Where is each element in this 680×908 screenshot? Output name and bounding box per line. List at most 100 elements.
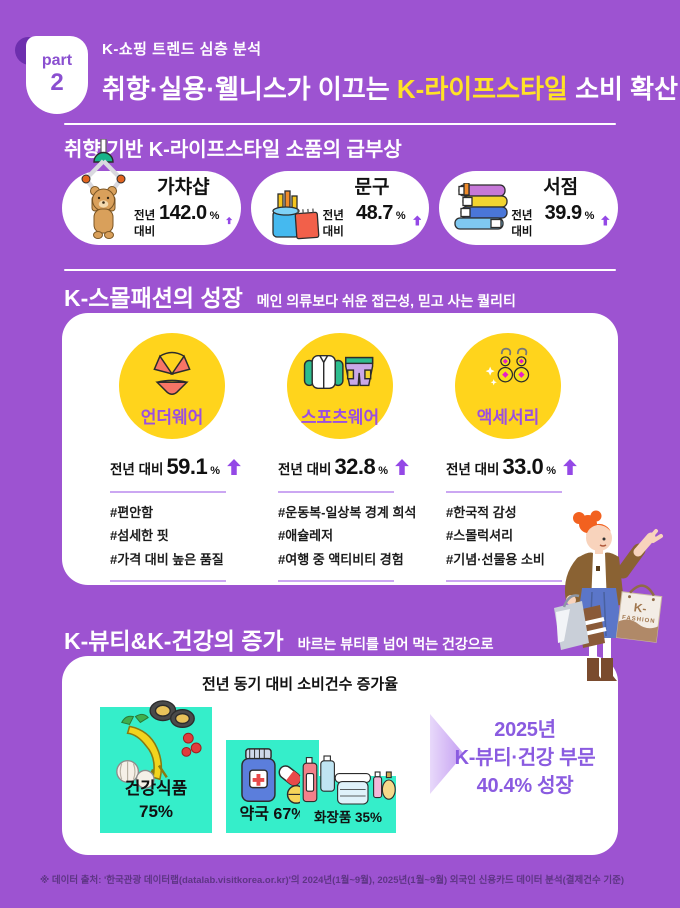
divider (446, 491, 562, 493)
growth-arrow-icon (430, 714, 464, 794)
bag-text-k: K- (633, 600, 647, 615)
bar-pharmacy: 약국 67% (226, 740, 319, 833)
growth-callout: 2025년 K-뷰티·건강 부문 40.4% 성장 (440, 716, 610, 800)
divider (278, 491, 394, 493)
item-label: 문구 (354, 177, 390, 199)
stat-value: 142.0 (159, 201, 207, 224)
stat-line: 전년 대비 48.7 % (323, 202, 422, 239)
yoy-prefix: 전년 대비 (110, 462, 164, 477)
hashtag: #운동복-일상복 경계 희석 (278, 505, 417, 520)
yoy-prefix: 전년 대비 (134, 209, 156, 238)
shopper-illustration: K- FASHION (526, 508, 672, 699)
chart-title: 전년 동기 대비 소비건수 증가율 (201, 676, 399, 693)
column-sportswear: 스포츠웨어 전년 대비 32.8 % #운동복-일상복 경계 희석 #애슐레저 … (256, 333, 424, 590)
percent-sign: % (395, 209, 406, 222)
stat-pill-bookstore: 서점 전년 대비 39.9 % (439, 171, 619, 245)
stat-pill-gachashop: 가챠샵 전년 대비 142.0 % (62, 139, 241, 245)
stat-pill-stationery: 문구 전년 대비 48.7 % (250, 171, 430, 245)
beauty-health-card: 전년 동기 대비 소비건수 증가율 (62, 656, 618, 855)
section2-header: K-스몰패션의 성장 메인 의류보다 쉬운 접근성, 믿고 사는 퀄리티 (64, 279, 516, 313)
stat-line: 전년 대비 33.0 % (426, 454, 590, 480)
hashtag: #편안함 (110, 505, 154, 520)
hashtag: #섬세한 핏 (110, 528, 169, 544)
stat-text: 가챠샵 전년 대비 142.0 % (134, 171, 233, 245)
yoy-prefix: 전년 대비 (322, 209, 344, 238)
hashtag: #한국적 감성 (446, 505, 517, 520)
ribbon-body: part 2 (26, 36, 88, 114)
hashtag: #스몰럭셔리 (446, 528, 514, 544)
small-fashion-card: 언더웨어 전년 대비 59.1 % #편안함 #섬세한 핏 #가격 대비 높은 … (62, 313, 618, 585)
divider (64, 269, 616, 271)
callout-sector: K-뷰티·건강 부문 (454, 747, 596, 769)
page-title: 취향·실용·웰니스가 이끄는 K-라이프스타일 소비 확산 (102, 69, 678, 106)
header: K-쇼핑 트렌드 심층 분석 취향·실용·웰니스가 이끄는 K-라이프스타일 소… (102, 38, 678, 106)
title-pre: 취향·실용·웰니스가 이끄는 (102, 74, 397, 104)
section2-subtitle: 메인 의류보다 쉬운 접근성, 믿고 사는 퀄리티 (256, 293, 516, 309)
section2-title: K-스몰패션의 성장 (64, 285, 243, 311)
bar-cosmetics: 화장품 35% (300, 755, 396, 833)
stat-line: 전년 대비 142.0 % (134, 202, 233, 239)
up-arrow-icon (226, 216, 233, 225)
up-arrow-icon (227, 459, 241, 475)
divider (110, 580, 226, 583)
stat-value: 39.9 (544, 201, 582, 224)
stat-line: 전년 대비 59.1 % (90, 454, 254, 480)
callout-growth: 40.4% 성장 (476, 775, 574, 797)
bar-value: 75% (138, 802, 174, 822)
percent-sign: % (584, 209, 595, 222)
hashtag-list: #운동복-일상복 경계 희석 #애슐레저 #여행 중 액티비티 경험 (258, 501, 422, 571)
stat-line: 전년 대비 32.8 % (258, 454, 422, 480)
bar-category: 화장품 35% (313, 810, 383, 825)
hashtag-list: #한국적 감성 #스몰럭셔리 #기념·선물용 소비 (426, 501, 590, 571)
hashtag: #여행 중 액티비티 경험 (278, 551, 404, 567)
divider (64, 123, 616, 125)
up-arrow-icon (601, 215, 611, 226)
bikini-icon (146, 343, 198, 401)
percent-sign: % (210, 465, 221, 477)
section3-header: K-뷰티&K-건강의 증가 바르는 뷰티를 넘어 먹는 건강으로 (64, 622, 494, 656)
divider (110, 491, 226, 493)
item-label: 가챠샵 (157, 177, 210, 199)
bag-text-fashion: FASHION (622, 615, 656, 625)
hashtag-list: #편안함 #섬세한 핏 #가격 대비 높은 품질 (90, 501, 254, 571)
part-number: 2 (50, 69, 64, 97)
percent-sign: % (378, 465, 389, 477)
stat-value: 48.7 (355, 201, 393, 224)
book-stack-icon (449, 183, 513, 233)
stat-value: 32.8 (334, 454, 376, 479)
health-food-icon (100, 697, 212, 793)
divider (446, 580, 562, 583)
stat-value: 59.1 (166, 454, 208, 479)
category-circle: 언더웨어 (119, 333, 225, 439)
divider (278, 580, 394, 583)
part-badge: part 2 (15, 36, 88, 114)
section3-subtitle: 바르는 뷰티를 넘어 먹는 건강으로 (297, 636, 494, 652)
stat-value: 33.0 (502, 454, 544, 479)
item-label: 서점 (543, 177, 579, 199)
stationery-icon (261, 189, 325, 241)
up-arrow-icon (563, 459, 577, 475)
title-post: 소비 확산 (567, 74, 678, 104)
stat-text: 서점 전년 대비 39.9 % (511, 171, 611, 245)
title-highlight: K-라이프스타일 (396, 74, 568, 104)
percent-sign: % (546, 465, 557, 477)
yoy-prefix: 전년 대비 (511, 209, 533, 238)
cosmetics-icon (300, 748, 396, 820)
yoy-prefix: 전년 대비 (278, 462, 332, 477)
up-arrow-icon (395, 459, 409, 475)
callout-year: 2025년 (494, 719, 556, 741)
hashtag: #기념·선물용 소비 (446, 551, 545, 567)
sportswear-icon (303, 343, 377, 401)
section1-items: 가챠샵 전년 대비 142.0 % (62, 139, 619, 245)
category-label: 스포츠웨어 (300, 408, 380, 427)
percent-sign: % (209, 209, 220, 222)
category-circle: 스포츠웨어 (287, 333, 393, 439)
bar-label: 약국 67% (226, 800, 319, 824)
part-label: part (41, 52, 73, 70)
yoy-prefix: 전년 대비 (446, 462, 500, 477)
stat-text: 문구 전년 대비 48.7 % (323, 171, 422, 245)
column-accessories: 액세서리 전년 대비 33.0 % #한국적 감성 #스몰럭셔리 #기념·선물용… (424, 333, 592, 590)
up-arrow-icon (412, 215, 422, 226)
header-eyebrow: K-쇼핑 트렌드 심층 분석 (102, 41, 262, 58)
